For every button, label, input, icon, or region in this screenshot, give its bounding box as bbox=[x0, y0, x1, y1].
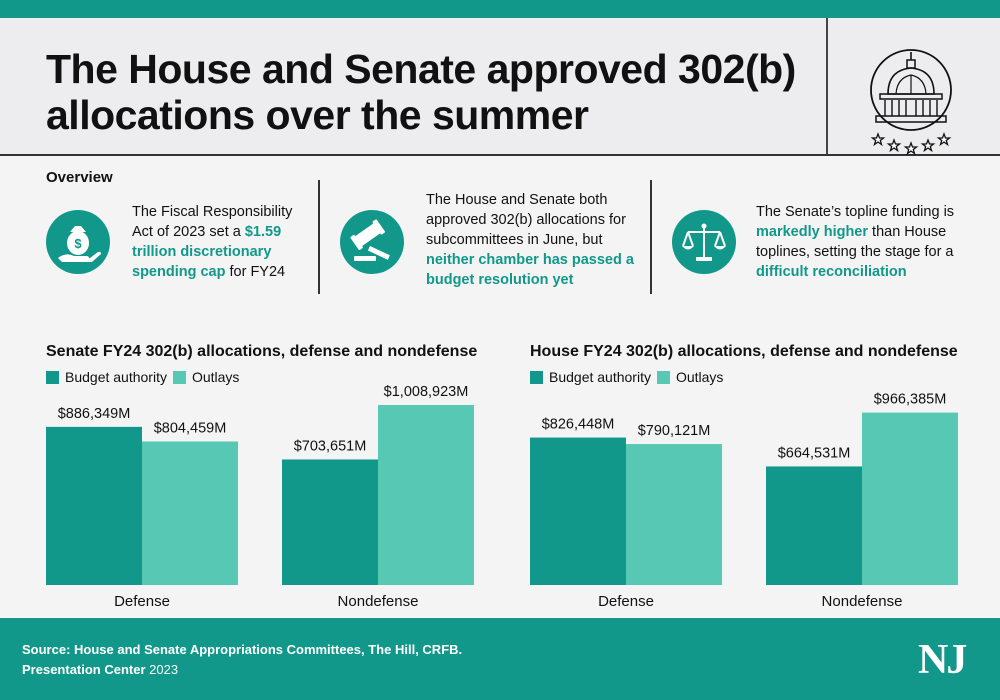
house-chart-title: House FY24 302(b) allocations, defense a… bbox=[530, 343, 958, 360]
source-text: Source: House and Senate Appropriations … bbox=[22, 642, 463, 657]
data-label: $790,121M bbox=[638, 423, 711, 439]
bar-defense-budget-authority bbox=[46, 426, 142, 585]
nj-logo: NJ bbox=[918, 637, 967, 683]
data-label: $966,385M bbox=[874, 392, 947, 408]
bar-nondefense-outlays bbox=[862, 412, 958, 585]
legend-swatch-outlays bbox=[656, 370, 670, 384]
legend-label-outlays: Outlays bbox=[675, 369, 724, 385]
legend-swatch-outlays bbox=[172, 370, 186, 384]
gavel-icon bbox=[340, 210, 404, 274]
senate-chart-title: Senate FY24 302(b) allocations, defense … bbox=[46, 343, 478, 360]
category-label: Defense bbox=[114, 593, 170, 610]
data-label: $826,448M bbox=[542, 417, 615, 433]
senate-bar-chart: $886,349M $804,459M Defense $703,651M $1,008… bbox=[46, 384, 474, 610]
house-legend: Budget authority Outlays bbox=[530, 369, 729, 385]
category-label: Nondefense bbox=[338, 593, 419, 610]
category-label: Nondefense bbox=[822, 593, 903, 610]
page-title: The House and Senate approved 302(b) all… bbox=[46, 46, 796, 138]
legend-label-outlays: Outlays bbox=[191, 369, 240, 385]
bar-defense-outlays bbox=[626, 444, 722, 585]
legend-label-budget-authority: Budget authority bbox=[65, 369, 167, 385]
overview-text-1: The Fiscal Responsibility Act of 2023 se… bbox=[132, 204, 293, 280]
svg-text:$: $ bbox=[74, 236, 82, 251]
overview-divider-1 bbox=[318, 180, 320, 294]
money-bag-hand-icon: $ bbox=[46, 210, 110, 274]
house-bar-chart: $826,448M $790,121M Defense $664,531M $966,3… bbox=[530, 392, 958, 610]
scales-icon bbox=[672, 210, 736, 274]
source-note: Source: House and Senate Appropriations … bbox=[22, 640, 462, 680]
category-label: Defense bbox=[598, 593, 654, 610]
header-divider bbox=[826, 18, 828, 154]
legend-swatch-budget-authority bbox=[530, 370, 543, 384]
senate-legend: Budget authority Outlays bbox=[46, 369, 245, 385]
overview-text-2: The House and Senate both approved 302(b… bbox=[426, 192, 634, 288]
overview-text-3: The Senate’s topline funding is markedly… bbox=[756, 204, 955, 280]
data-label: $886,349M bbox=[58, 406, 131, 422]
bar-defense-outlays bbox=[142, 441, 238, 585]
bar-nondefense-budget-authority bbox=[282, 459, 378, 585]
footer: Source: House and Senate Appropriations … bbox=[0, 618, 1000, 700]
capitol-dome-icon bbox=[870, 49, 952, 156]
credit-text: Presentation Center bbox=[22, 662, 146, 677]
credit-line: Presentation Center 2023 bbox=[22, 660, 462, 680]
data-label: $703,651M bbox=[294, 438, 367, 454]
overview-divider-2 bbox=[650, 180, 652, 294]
credit-year: 2023 bbox=[149, 662, 179, 677]
bar-nondefense-outlays bbox=[378, 405, 474, 585]
data-label: $804,459M bbox=[154, 420, 227, 436]
legend-label-budget-authority: Budget authority bbox=[549, 369, 651, 385]
legend-swatch-budget-authority bbox=[46, 370, 59, 384]
top-accent-bar bbox=[0, 0, 1000, 18]
data-label: $1,008,923M bbox=[384, 384, 469, 400]
overview-heading: Overview bbox=[46, 169, 113, 186]
data-label: $664,531M bbox=[778, 445, 851, 461]
header: The House and Senate approved 302(b) all… bbox=[0, 18, 1000, 156]
bar-nondefense-budget-authority bbox=[766, 466, 862, 585]
bar-defense-budget-authority bbox=[530, 437, 626, 585]
